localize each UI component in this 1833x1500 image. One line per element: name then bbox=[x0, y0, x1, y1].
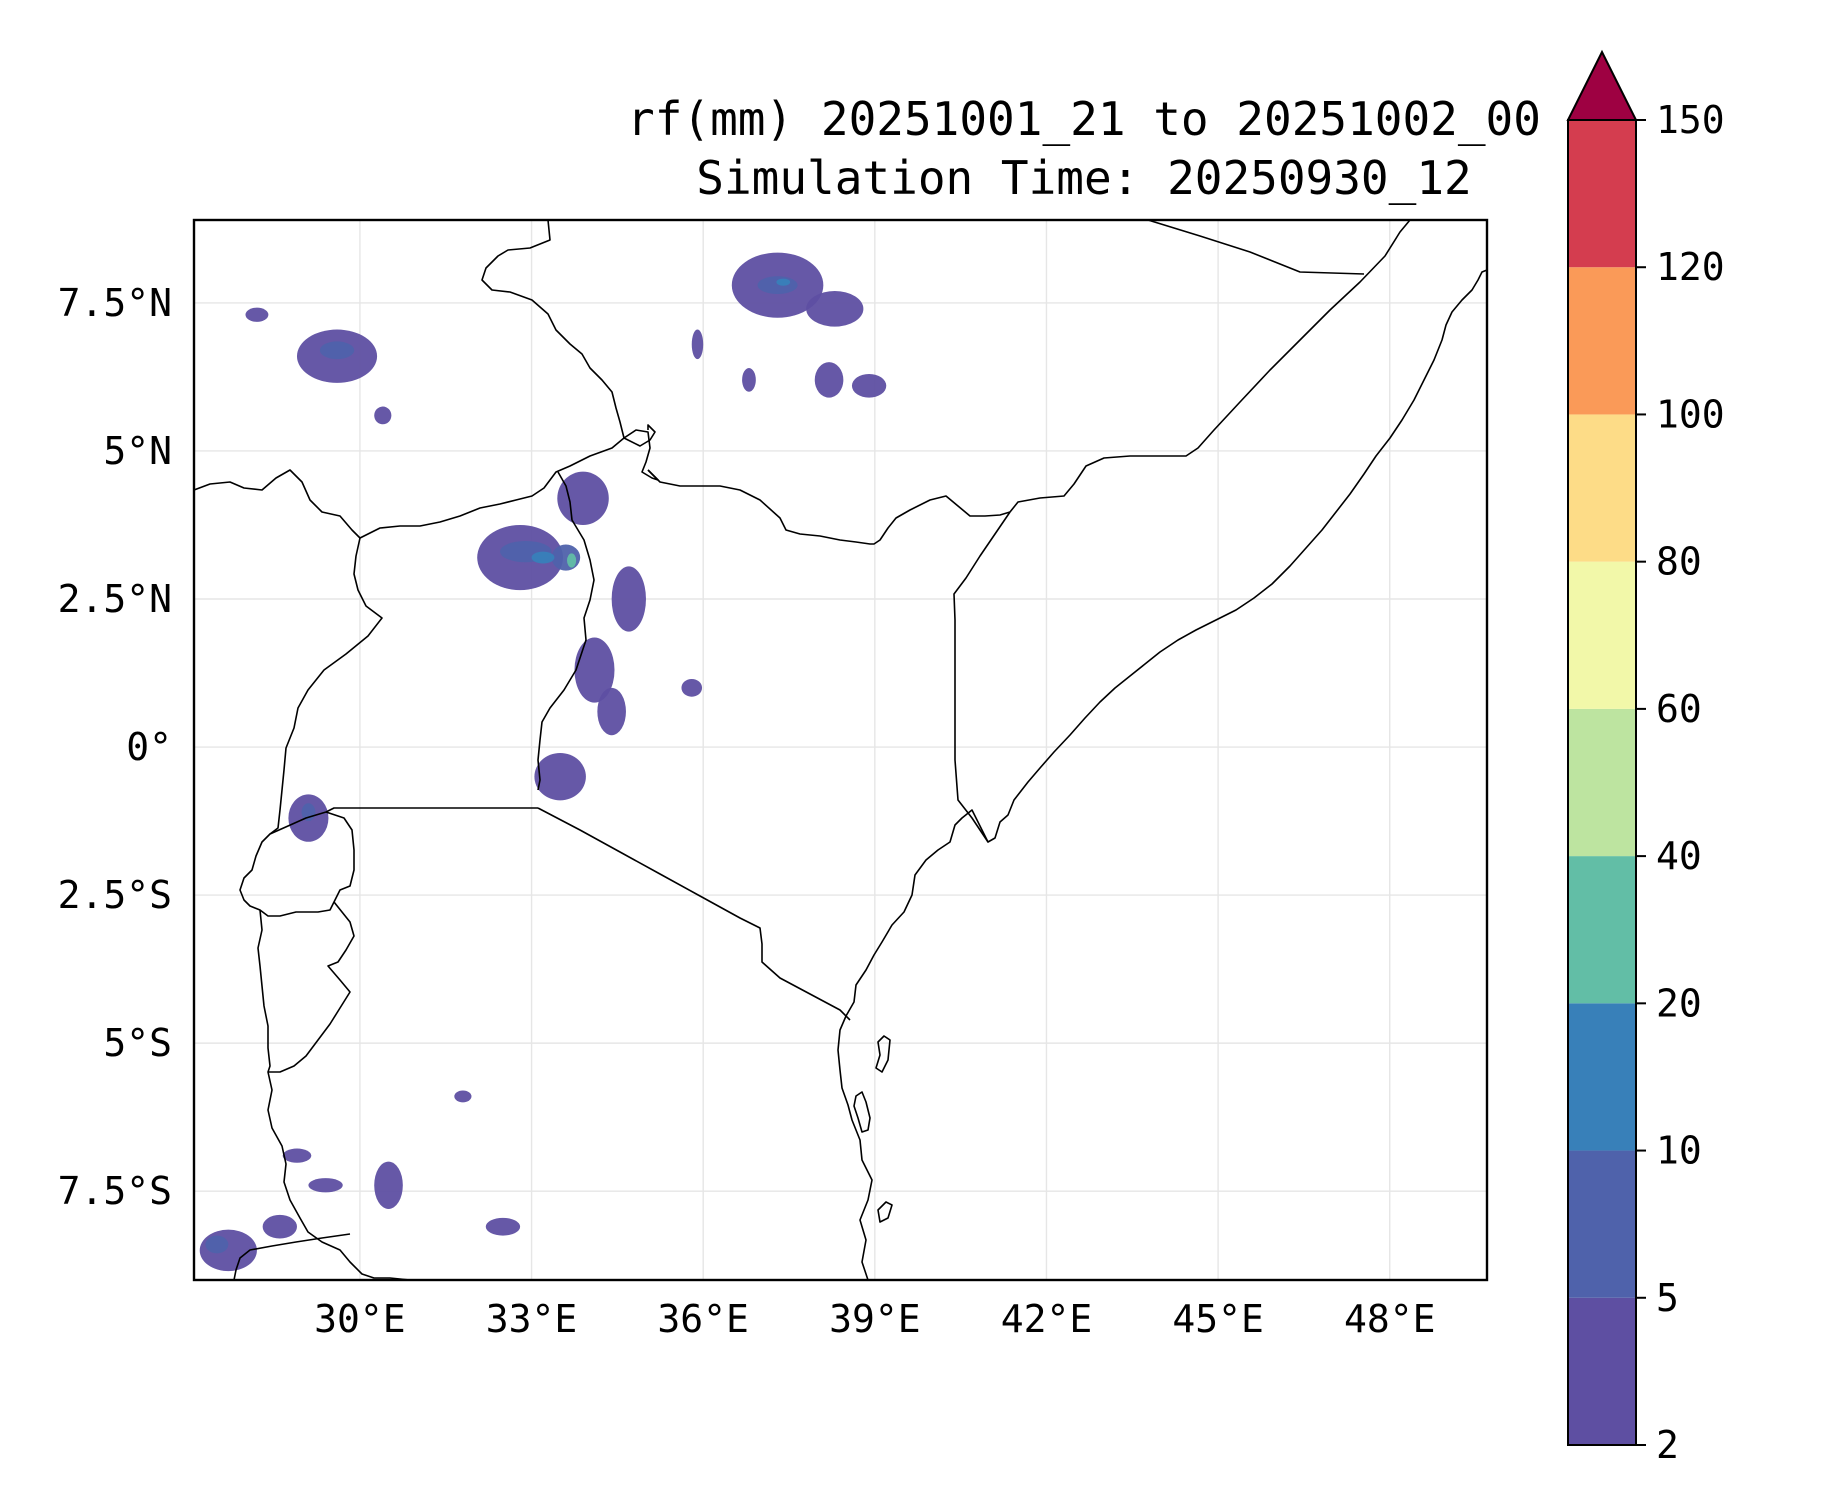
rain-cell bbox=[681, 678, 703, 697]
lon-tick-label: 30°E bbox=[314, 1297, 406, 1341]
coastlines-and-borders bbox=[194, 220, 1487, 1280]
rain-cell bbox=[567, 553, 577, 568]
lat-tick-label: 7.5°N bbox=[58, 281, 172, 325]
rain-cell bbox=[531, 551, 555, 564]
rain-cell bbox=[454, 1090, 472, 1103]
rain-cell bbox=[485, 1217, 521, 1236]
colorbar-tick-label: 80 bbox=[1656, 540, 1702, 584]
colorbar-extend-triangle bbox=[1566, 49, 1638, 121]
rain-cell bbox=[574, 637, 615, 703]
rain-cell bbox=[319, 341, 355, 360]
lon-tick-label: 39°E bbox=[829, 1297, 921, 1341]
border-southsudan-uganda bbox=[194, 437, 625, 539]
colorbar-tick-label: 5 bbox=[1656, 1276, 1679, 1320]
colorbar-tick-label: 20 bbox=[1656, 981, 1702, 1025]
rain-cell bbox=[245, 307, 269, 322]
lon-tick-label: 48°E bbox=[1344, 1297, 1436, 1341]
border-ethiopia-somaliland bbox=[1147, 220, 1365, 275]
map-frame bbox=[192, 218, 1489, 1282]
colorbar-segment bbox=[1568, 708, 1636, 857]
rain-cell bbox=[534, 752, 586, 801]
rain-cell bbox=[374, 406, 392, 425]
border-ethiopia-somalia bbox=[1009, 220, 1411, 513]
border-tanzania-zambia bbox=[233, 1233, 351, 1280]
coastline bbox=[837, 269, 1487, 1280]
rain-cell bbox=[806, 291, 864, 327]
figure-title-line-2: Simulation Time: 20250930_12 bbox=[696, 151, 1471, 205]
colorbar-segment bbox=[1568, 1150, 1636, 1298]
lon-tick-label: 45°E bbox=[1172, 1297, 1264, 1341]
map-axes: 30°E 33°E 36°E 39°E 42°E 45°E 48°E 7.5°N 5°N 2.5… bbox=[58, 218, 1489, 1341]
rain-cell bbox=[776, 278, 791, 286]
lon-tick-label: 36°E bbox=[657, 1297, 749, 1341]
border-rwanda-burundi bbox=[239, 811, 355, 917]
lat-tick-label: 0° bbox=[126, 725, 172, 769]
rain-cell bbox=[308, 1178, 343, 1193]
rain-cell bbox=[691, 329, 704, 360]
figure-title-line-1: rf(mm) 20251001_21 to 20251002_00 bbox=[627, 92, 1541, 146]
rain-cell bbox=[851, 373, 887, 398]
rain-cell bbox=[757, 276, 798, 295]
rain-cell bbox=[611, 566, 646, 632]
map-background bbox=[194, 220, 1487, 1280]
colorbar-segment bbox=[1568, 267, 1636, 415]
latitude-ticks: 7.5°N 5°N 2.5°N 0° 2.5°S 5°S 7.5°S bbox=[58, 281, 172, 1213]
border-ethiopia-kenya bbox=[647, 469, 1011, 545]
lat-tick-label: 2.5°S bbox=[58, 873, 172, 917]
colorbar-segment bbox=[1568, 1003, 1636, 1151]
pemba-island bbox=[875, 1035, 891, 1073]
gridlines bbox=[194, 220, 1487, 1280]
border-uganda-drc bbox=[269, 537, 383, 835]
rain-cell bbox=[374, 1161, 403, 1209]
rain-cell bbox=[282, 1148, 312, 1163]
border-uganda-tanzania bbox=[325, 807, 538, 813]
colorbar-segment bbox=[1568, 561, 1636, 709]
zanzibar-island bbox=[853, 1091, 871, 1133]
rain-cell bbox=[262, 1214, 297, 1239]
lon-tick-label: 33°E bbox=[486, 1297, 578, 1341]
colorbar-tick-label: 150 bbox=[1656, 98, 1725, 142]
border-ethiopia-southsudan bbox=[623, 429, 659, 481]
border-uganda-kenya bbox=[537, 471, 595, 791]
rain-cell bbox=[551, 544, 581, 571]
colorbar-frame bbox=[1567, 119, 1637, 1446]
colorbar-segment bbox=[1568, 856, 1636, 1004]
colorbar-tick-label: 100 bbox=[1656, 392, 1725, 436]
colorbar: 2 5 10 20 40 60 80 100 120 150 bbox=[1566, 49, 1725, 1467]
colorbar-tick-label: 120 bbox=[1656, 245, 1725, 289]
border-kenya-tanzania bbox=[537, 807, 851, 1021]
colorbar-tick-label: 40 bbox=[1656, 834, 1702, 878]
lat-tick-label: 5°S bbox=[103, 1021, 172, 1065]
colorbar-tick-label: 60 bbox=[1656, 687, 1702, 731]
longitude-ticks: 30°E 33°E 36°E 39°E 42°E 45°E 48°E bbox=[314, 1297, 1435, 1341]
rainfall-field bbox=[199, 252, 887, 1272]
mafia-island bbox=[877, 1201, 893, 1223]
lon-tick-label: 42°E bbox=[1001, 1297, 1093, 1341]
border-south-sudan-north bbox=[481, 220, 656, 447]
rain-cell bbox=[205, 1235, 229, 1254]
border-tanzania-drc bbox=[257, 909, 411, 1280]
lat-tick-label: 5°N bbox=[103, 429, 172, 473]
rain-cell bbox=[557, 471, 609, 525]
colorbar-segment bbox=[1568, 1297, 1636, 1445]
colorbar-tick-label: 10 bbox=[1656, 1129, 1702, 1173]
border-rwanda-tanzania bbox=[268, 901, 355, 1073]
rain-cell bbox=[742, 368, 756, 392]
lat-tick-label: 7.5°S bbox=[58, 1169, 172, 1213]
rain-cell bbox=[814, 362, 844, 398]
border-kenya-somalia bbox=[953, 511, 1011, 843]
colorbar-segment bbox=[1568, 120, 1636, 268]
rain-cell bbox=[597, 687, 626, 736]
colorbar-tick-label: 2 bbox=[1656, 1423, 1679, 1467]
colorbar-segment bbox=[1568, 414, 1636, 562]
lat-tick-label: 2.5°N bbox=[58, 577, 172, 621]
